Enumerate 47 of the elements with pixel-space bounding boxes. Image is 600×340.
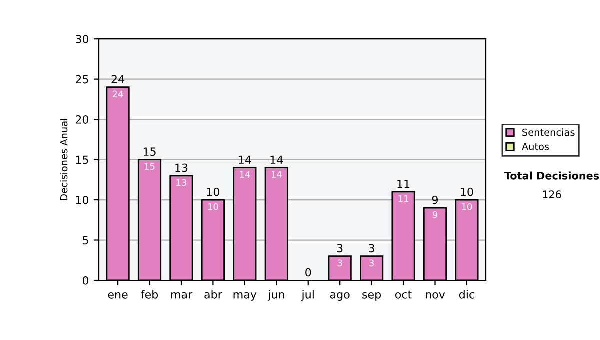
y-tick-label: 25 — [76, 75, 88, 84]
data-label: 24 — [112, 90, 124, 98]
total-label: 14 — [270, 156, 284, 164]
total-label: 3 — [337, 244, 343, 253]
x-tick-label: feb — [141, 290, 158, 299]
total-label: 9 — [432, 196, 438, 204]
data-label: 15 — [145, 163, 155, 170]
data-label: 11 — [398, 195, 408, 202]
x-tick-label: mar — [171, 292, 193, 299]
data-label: 10 — [208, 203, 218, 210]
x-tick-label: jul — [302, 290, 314, 301]
total-label: 24 — [112, 75, 124, 84]
data-label: 3 — [370, 260, 374, 267]
total-label: 15 — [144, 148, 156, 156]
text: 126 — [543, 190, 562, 199]
x-tick-label: abr — [204, 290, 222, 299]
y-tick-label: 30 — [76, 35, 89, 44]
y-axis-title: Decisiones Anual — [60, 119, 68, 200]
y-tick-label: 15 — [76, 156, 88, 164]
total-label: 0 — [306, 268, 312, 277]
total-label: 14 — [239, 156, 252, 164]
total-label: 10 — [461, 188, 474, 196]
legend-label: Sentencias — [522, 128, 575, 136]
data-label: 3 — [338, 260, 342, 267]
data-label: 13 — [176, 179, 186, 186]
total-label: 10 — [207, 188, 220, 196]
data-label: 10 — [462, 203, 472, 210]
x-tick-label: dic — [459, 290, 474, 299]
total-label: 13 — [176, 164, 188, 172]
total-label: 3 — [369, 244, 374, 253]
x-tick-label: sep — [362, 292, 382, 301]
data-label: 14 — [272, 171, 282, 178]
y-tick-label: 5 — [83, 236, 88, 245]
legend-label: Autos — [522, 143, 550, 150]
x-tick-label: jun — [268, 290, 284, 301]
x-tick-label: ene — [108, 292, 128, 299]
y-tick-label: 10 — [76, 196, 89, 204]
data-label: 9 — [432, 211, 438, 218]
y-tick-label: 20 — [76, 116, 89, 124]
total-label: 11 — [398, 180, 410, 188]
x-tick-label: ago — [330, 292, 350, 301]
x-tick-label: nov — [426, 292, 446, 299]
x-tick-label: oct — [396, 290, 412, 299]
text: Total Decisiones — [504, 172, 600, 180]
y-tick-label: 0 — [82, 276, 89, 285]
x-tick-label: may — [234, 292, 257, 301]
data-label: 14 — [240, 171, 250, 178]
